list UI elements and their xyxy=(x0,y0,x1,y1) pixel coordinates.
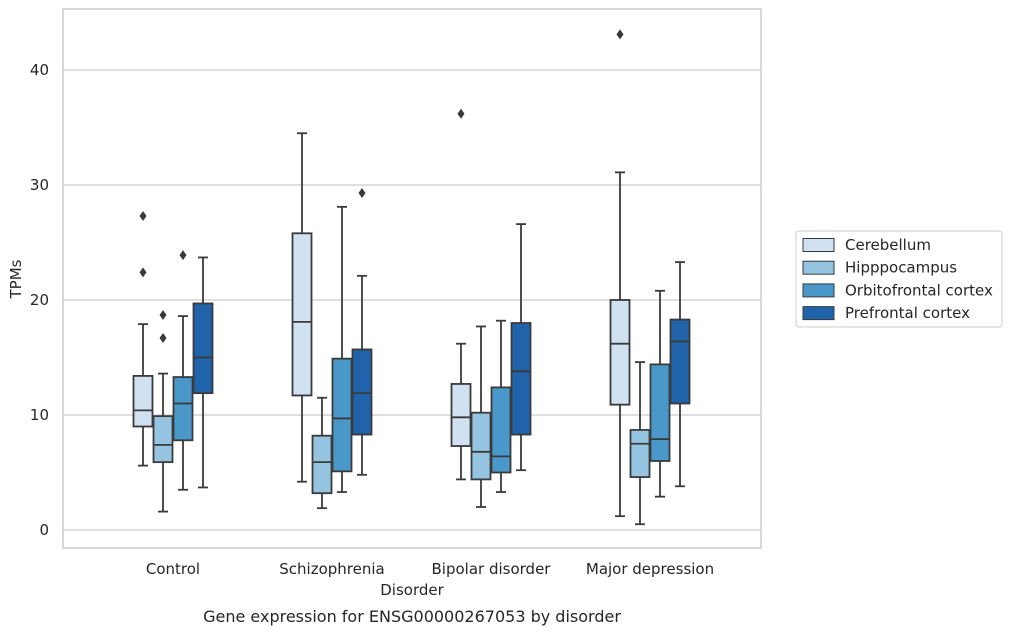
box-iqr xyxy=(172,376,194,442)
outlier-point xyxy=(139,267,147,278)
x-tick-label: Bipolar disorder xyxy=(432,560,552,578)
box-group xyxy=(192,256,214,489)
y-axis-label: TPMs xyxy=(7,259,25,299)
box-group xyxy=(510,223,532,472)
legend-items: Cerebellum Hipppocampus Orbitofrontal cort… xyxy=(802,236,993,322)
box-group xyxy=(470,325,492,508)
legend-label: Cerebellum xyxy=(845,236,931,254)
box-iqr xyxy=(450,383,472,447)
box-iqr xyxy=(629,429,651,479)
x-axis-label: Disorder xyxy=(380,581,444,599)
chart-caption: Gene expression for ENSG00000267053 by d… xyxy=(203,607,621,626)
box-iqr xyxy=(192,302,214,395)
legend-swatch xyxy=(802,260,835,275)
outlier-point xyxy=(616,29,624,40)
box-group xyxy=(331,205,353,493)
box-group xyxy=(669,261,691,488)
legend-label: Prefrontal cortex xyxy=(845,304,970,322)
box-group xyxy=(132,211,154,467)
y-tick-label: 0 xyxy=(39,521,49,539)
legend-frame xyxy=(795,230,1003,328)
legend: Cerebellum Hipppocampus Orbitofrontal cort… xyxy=(795,230,1003,328)
box-iqr xyxy=(351,348,373,436)
box-group xyxy=(311,396,333,510)
y-tick-label: 30 xyxy=(30,176,49,194)
box-group xyxy=(351,188,373,476)
box-iqr xyxy=(609,299,631,406)
outlier-point xyxy=(179,250,187,261)
box-iqr xyxy=(470,411,492,481)
outlier-point xyxy=(358,188,366,199)
y-tick-labels: 0 10 20 30 40 xyxy=(30,61,49,539)
x-tick-labels: Control Schizophrenia Bipolar disorder Majo… xyxy=(146,560,714,578)
box-group xyxy=(629,361,651,526)
outlier-point xyxy=(139,211,147,222)
boxes-layer xyxy=(132,29,691,526)
box-group xyxy=(291,132,313,483)
y-tick-label: 10 xyxy=(30,406,49,424)
outlier-point xyxy=(457,108,465,119)
box-iqr xyxy=(132,374,154,428)
legend-swatch xyxy=(802,238,835,252)
box-iqr xyxy=(152,415,174,464)
plot-frame xyxy=(62,8,762,549)
outlier-point xyxy=(159,332,167,343)
y-tick-label: 20 xyxy=(30,291,49,309)
x-tick-label: Major depression xyxy=(586,560,714,578)
legend-swatch xyxy=(802,306,835,321)
box-iqr xyxy=(510,322,532,436)
y-tick-label: 40 xyxy=(30,61,49,79)
box-iqr xyxy=(291,232,313,397)
box-iqr xyxy=(311,434,333,495)
box-iqr xyxy=(331,357,353,473)
legend-swatch xyxy=(802,283,835,298)
legend-label: Hipppocampus xyxy=(845,259,957,277)
box-iqr xyxy=(669,318,691,405)
outlier-point xyxy=(159,309,167,320)
box-group xyxy=(152,309,174,513)
x-tick-label: Schizophrenia xyxy=(279,560,384,578)
box-group xyxy=(172,250,194,491)
box-iqr xyxy=(490,386,512,474)
box-group xyxy=(450,108,472,481)
box-group xyxy=(649,289,671,498)
x-tick-label: Control xyxy=(146,560,200,578)
legend-label: Orbitofrontal cortex xyxy=(845,281,993,299)
box-group xyxy=(609,29,631,518)
box-group xyxy=(490,319,512,493)
box-iqr xyxy=(649,363,671,462)
